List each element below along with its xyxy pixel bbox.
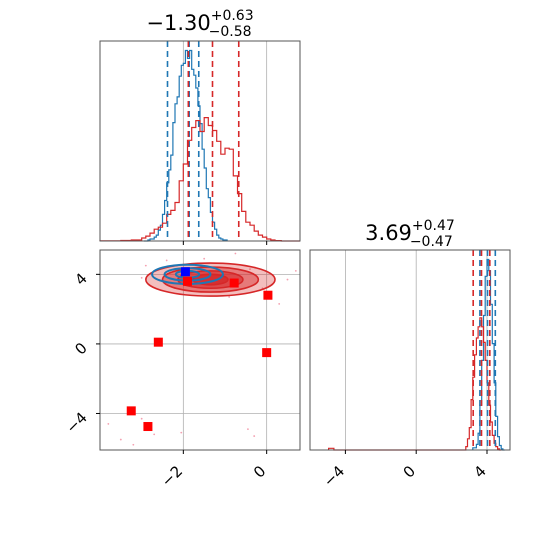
scatter-point	[249, 268, 251, 271]
scatter-point	[247, 428, 249, 431]
scatter-point	[278, 303, 281, 305]
y-tick-label: 4	[71, 269, 90, 288]
scatter-point	[132, 443, 135, 446]
sample-marker	[263, 290, 273, 300]
x-tick-label: −4	[320, 462, 348, 490]
param1-title: −1.30+0.63 −0.58	[146, 8, 253, 40]
scatter-point	[165, 259, 168, 262]
histogram-panel-top-left: −1.30+0.63 −0.58	[99, 8, 301, 242]
sample-marker	[143, 422, 153, 432]
scatter-point	[140, 276, 143, 279]
y-tick-label: −4	[62, 409, 90, 437]
scatter-point	[144, 264, 147, 267]
param1-upper-error: +0.63	[211, 8, 254, 24]
histogram-panel-bottom-right: 3.69+0.47 −0.47	[309, 218, 511, 451]
sample-marker	[183, 276, 192, 286]
sample-marker	[262, 348, 272, 358]
scatter-point	[119, 438, 122, 441]
param2-upper-error: +0.47	[412, 218, 455, 234]
x-tick-label: 4	[470, 462, 489, 481]
sample-marker	[153, 337, 163, 347]
scatter-point	[294, 269, 297, 272]
sample-marker	[180, 267, 190, 277]
scatter-panel-bottom-left	[99, 249, 301, 451]
scatter-point	[286, 278, 289, 281]
sample-marker	[229, 278, 239, 288]
scatter-point	[107, 423, 110, 425]
scatter-point	[253, 435, 256, 437]
histogram-series-2	[328, 317, 502, 451]
param2-lower-error: −0.47	[410, 234, 453, 250]
scatter-point	[228, 296, 231, 298]
scatter-point	[140, 417, 143, 420]
x-tick-label: 0	[250, 462, 269, 481]
scatter-point	[180, 431, 183, 434]
scatter-point	[234, 252, 237, 255]
scatter-point	[203, 257, 206, 260]
param2-title: 3.69+0.47 −0.47	[365, 218, 455, 250]
param1-median: −1.30	[146, 11, 210, 35]
x-tick-label: 0	[400, 462, 419, 481]
x-tick-label: −2	[158, 462, 186, 490]
scatter-point	[153, 433, 156, 436]
param1-lower-error: −0.58	[209, 24, 252, 40]
param2-median: 3.69	[365, 221, 412, 245]
sample-marker	[126, 406, 136, 416]
y-tick-label: 0	[71, 339, 90, 358]
histogram-series-2	[99, 117, 300, 242]
